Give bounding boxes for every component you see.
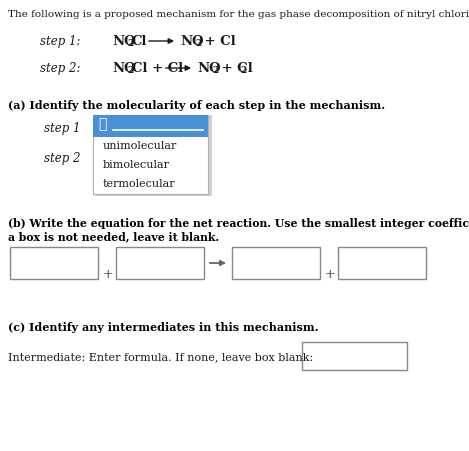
Text: (c) Identify any intermediates in this mechanism.: (c) Identify any intermediates in this m… — [8, 321, 318, 332]
Text: ✓: ✓ — [98, 117, 106, 131]
Text: + Cl: + Cl — [217, 62, 253, 75]
Text: The following is a proposed mechanism for the gas phase decomposition of nitryl : The following is a proposed mechanism fo… — [8, 10, 469, 19]
Bar — [302, 342, 407, 370]
Text: Intermediate: Enter formula. If none, leave box blank:: Intermediate: Enter formula. If none, le… — [8, 351, 313, 361]
Bar — [10, 248, 98, 279]
Text: 2: 2 — [240, 66, 246, 75]
Text: unimolecular: unimolecular — [103, 141, 177, 151]
Text: a box is not needed, leave it blank.: a box is not needed, leave it blank. — [8, 230, 219, 241]
Text: (b) Write the equation for the net reaction. Use the smallest integer coefficien: (b) Write the equation for the net react… — [8, 217, 469, 229]
Text: NO: NO — [197, 62, 220, 75]
Text: Cl: Cl — [132, 35, 147, 48]
Text: NO: NO — [112, 35, 136, 48]
FancyBboxPatch shape — [93, 116, 208, 138]
FancyBboxPatch shape — [95, 116, 212, 197]
Text: bimolecular: bimolecular — [103, 160, 170, 170]
Bar — [116, 248, 204, 279]
Text: NO: NO — [180, 35, 204, 48]
Text: termolecular: termolecular — [103, 179, 175, 189]
Text: 2: 2 — [127, 66, 133, 75]
Text: +: + — [325, 267, 336, 281]
Text: step 2: step 2 — [44, 152, 81, 165]
Text: +: + — [103, 267, 113, 281]
Text: Cl + Cl: Cl + Cl — [132, 62, 183, 75]
Bar — [232, 248, 320, 279]
Text: (a) Identify the molecularity of each step in the mechanism.: (a) Identify the molecularity of each st… — [8, 100, 385, 111]
Text: 2: 2 — [127, 39, 133, 48]
Text: step 2:: step 2: — [40, 62, 81, 75]
Bar — [338, 248, 426, 279]
Text: NO: NO — [112, 62, 136, 75]
Text: step 1: step 1 — [44, 122, 81, 135]
Text: 2: 2 — [195, 39, 201, 48]
Text: step 1:: step 1: — [40, 35, 81, 48]
Text: 2: 2 — [212, 66, 218, 75]
FancyBboxPatch shape — [93, 116, 208, 194]
Text: + Cl: + Cl — [200, 35, 236, 48]
